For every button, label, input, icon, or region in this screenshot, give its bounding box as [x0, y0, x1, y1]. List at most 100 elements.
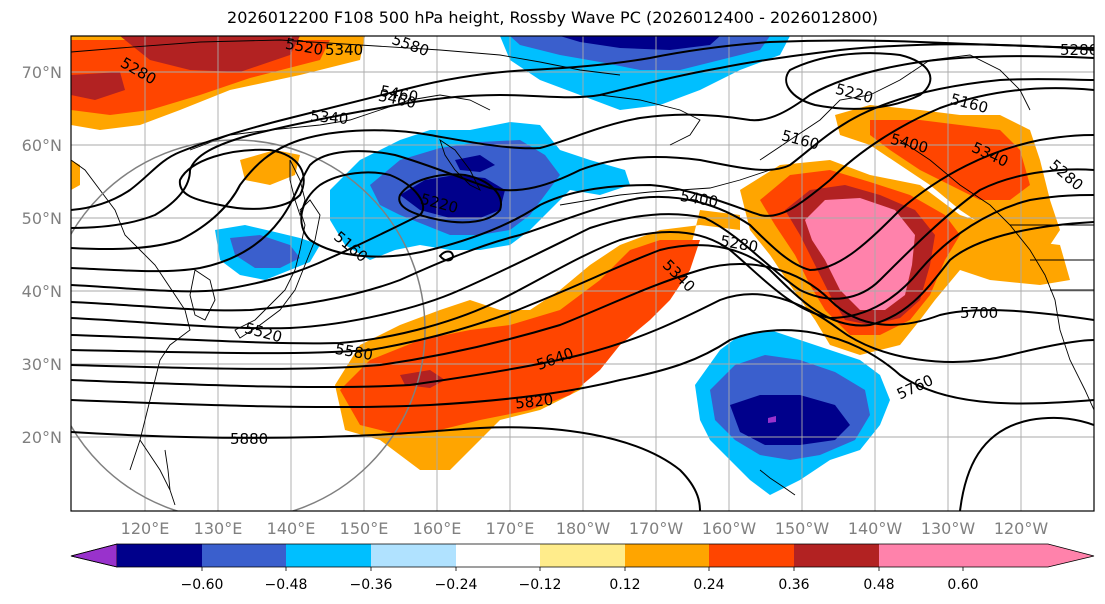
negative-anomaly-fills	[215, 36, 890, 495]
contour-5820	[71, 329, 1094, 409]
anomaly-dark-red-central	[400, 370, 445, 388]
colorbar-segment	[709, 544, 794, 567]
positive-anomaly-fills	[71, 36, 1070, 470]
lat-label: 30°N	[22, 355, 62, 374]
anomaly-blue-japan-sea	[230, 235, 300, 268]
contour-5220	[71, 43, 1094, 229]
border-us-states	[1030, 259, 1094, 291]
contour-label: 5700	[960, 304, 998, 322]
map-title: 2026012200 F108 500 hPa height, Rossby W…	[227, 8, 878, 27]
anomaly-navy-kamchatka	[400, 175, 505, 218]
lon-label: 130°E	[194, 519, 243, 538]
lon-label: 150°W	[775, 519, 830, 538]
colorbar-tick-label: −0.24	[435, 577, 478, 593]
lat-label: 20°N	[22, 428, 62, 447]
contour-label: 5520	[284, 35, 325, 59]
coastline-aleutians	[559, 169, 771, 206]
contour-closed-low-kamchatka	[398, 173, 502, 224]
colorbar-segment	[879, 544, 963, 567]
colorbar-tick-label: −0.48	[265, 577, 308, 593]
colorbar-tick-label: 0.60	[947, 577, 978, 593]
contour-label: 5340	[325, 41, 363, 59]
contour-5400	[71, 87, 1094, 293]
contour-5760	[71, 293, 1094, 389]
colorbar-segment	[371, 544, 456, 567]
contour-small-loop	[438, 250, 455, 262]
contour-5160	[71, 39, 1094, 211]
lat-label: 70°N	[22, 63, 62, 82]
map-frame	[70, 35, 1095, 512]
longitude-labels: 120°E 130°E 140°E 150°E 160°E 170°E 180°…	[121, 519, 1049, 538]
anomaly-dark-red-west-edge	[71, 72, 125, 100]
colorbar: −0.60 −0.48 −0.36 −0.24 −0.12 0.12 0.24 …	[70, 543, 1095, 593]
coastline-korea	[189, 269, 216, 321]
anomaly-red-alaska	[870, 120, 1030, 200]
contour-5460	[71, 134, 1094, 312]
colorbar-segment	[540, 544, 625, 567]
lon-label: 160°W	[702, 519, 757, 538]
contour-label: 5280	[1060, 41, 1098, 59]
contour-alaska-loop	[785, 52, 932, 110]
lon-label: 180°W	[556, 519, 611, 538]
colorbar-ticks	[201, 567, 964, 571]
contour-closed-low-asia	[178, 148, 305, 210]
contour-5700	[71, 263, 1094, 370]
coastline-philippines	[139, 439, 176, 506]
contour-5340	[71, 78, 1094, 273]
colorbar-tick-label: −0.60	[181, 577, 224, 593]
colorbar-segment	[456, 544, 540, 567]
height-contours	[71, 39, 1094, 511]
coastline-marianas	[164, 449, 171, 491]
colorbar-low-extension	[70, 543, 118, 568]
contour-5520	[71, 168, 1094, 330]
contour-5640	[71, 221, 1094, 355]
colorbar-segment	[794, 544, 879, 567]
colorbar-segment	[117, 544, 202, 567]
lon-label: 170°W	[629, 519, 684, 538]
anomaly-navy-subtropical	[730, 395, 850, 445]
anomaly-orange-small-japan	[240, 150, 300, 185]
lon-label: 170°E	[486, 519, 535, 538]
colorbar-tick-label: 0.24	[693, 577, 724, 593]
lon-label: 120°E	[121, 519, 170, 538]
colorbar-high-extension	[963, 544, 1094, 567]
lon-label: 140°E	[267, 519, 316, 538]
lat-label: 40°N	[22, 282, 62, 301]
colorbar-outline	[70, 543, 1095, 568]
coastline-hawaii	[759, 469, 796, 496]
anomaly-orange-west-edge	[71, 160, 80, 190]
lon-label: 150°E	[340, 519, 389, 538]
contour-5280	[71, 55, 1094, 251]
lon-label: 160°E	[413, 519, 462, 538]
coastline-japan	[234, 199, 321, 339]
colorbar-tick-label: −0.36	[350, 577, 393, 593]
coastline-kamchatka	[439, 138, 482, 192]
colorbar-segment	[625, 544, 709, 567]
contour-5580	[71, 194, 1094, 345]
lon-label: 140°W	[848, 519, 903, 538]
lon-label: 130°W	[921, 519, 976, 538]
map-plot-area: 5880 5820 5760 5700 5640 5580 5520 5460 …	[71, 35, 1098, 511]
colorbar-tick-label: 0.12	[609, 577, 640, 593]
coastline-siberia-north	[71, 39, 621, 76]
lat-label: 50°N	[22, 209, 62, 228]
coastline-north-america-west	[899, 139, 1094, 411]
contour-label: 5340	[309, 107, 349, 128]
anomaly-pink-northeast	[805, 198, 915, 310]
contour-label: 5880	[230, 430, 268, 448]
colorbar-segment	[286, 544, 371, 567]
colorbar-tick-label: 0.48	[863, 577, 894, 593]
anomaly-navy-north	[560, 36, 720, 50]
anomaly-purple-subtropical	[768, 416, 776, 423]
coastline-alaska	[759, 54, 1031, 161]
colorbar-tick-label: 0.36	[778, 577, 809, 593]
contour-label: 5820	[514, 391, 554, 413]
colorbar-segment	[202, 544, 286, 567]
colorbar-tick-label: −0.12	[519, 577, 562, 593]
contour-5880-east	[959, 416, 1094, 511]
lon-label: 120°W	[994, 519, 1049, 538]
lat-label: 60°N	[22, 136, 62, 155]
coastline-sakhalin	[289, 159, 306, 217]
latitude-labels: 70°N 60°N 50°N 40°N 30°N 20°N	[22, 63, 62, 447]
